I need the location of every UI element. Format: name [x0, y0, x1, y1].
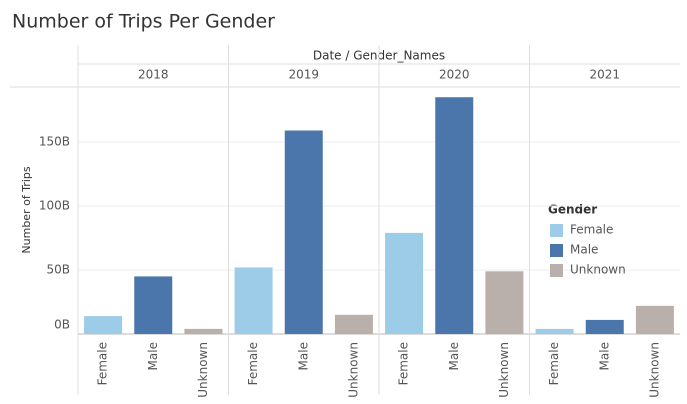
bar	[485, 271, 524, 334]
year-label: 2018	[138, 68, 169, 82]
legend-swatch	[550, 224, 563, 237]
x-tick-label: Unknown	[346, 342, 360, 398]
y-axis-title: Number of Trips	[20, 166, 33, 253]
y-tick-label: 0B	[54, 318, 70, 332]
x-tick-label: Female	[397, 342, 411, 385]
x-tick-label: Unknown	[196, 342, 210, 398]
x-tick-label: Female	[547, 342, 561, 385]
x-tick-label: Female	[96, 342, 110, 385]
bar	[84, 316, 123, 334]
legend-label: Male	[570, 243, 598, 257]
legend-label: Female	[570, 223, 613, 237]
year-label: 2019	[288, 68, 319, 82]
year-label: 2021	[589, 68, 620, 82]
bar	[234, 267, 273, 334]
legend-label: Unknown	[570, 263, 626, 277]
chart-title: Number of Trips Per Gender	[12, 11, 275, 33]
x-tick-label: Unknown	[497, 342, 511, 398]
bar	[635, 305, 674, 334]
x-tick-label: Female	[246, 342, 260, 385]
bar	[435, 97, 474, 334]
bar	[134, 276, 173, 334]
legend-swatch	[550, 244, 563, 257]
bar	[184, 328, 223, 334]
x-tick-label: Unknown	[647, 342, 661, 398]
x-tick-label: Male	[296, 342, 310, 370]
legend-swatch	[550, 264, 563, 277]
bar	[284, 130, 323, 334]
y-tick-label: 50B	[46, 263, 70, 277]
legend-title: Gender	[548, 203, 597, 217]
bar	[585, 319, 624, 334]
x-tick-label: Male	[597, 342, 611, 370]
x-tick-label: Male	[447, 342, 461, 370]
bar	[334, 314, 373, 334]
bar	[385, 232, 424, 334]
x-tick-label: Male	[146, 342, 160, 370]
year-label: 2020	[439, 68, 470, 82]
y-tick-label: 150B	[39, 135, 70, 149]
bar	[535, 328, 574, 334]
y-tick-label: 100B	[39, 199, 70, 213]
